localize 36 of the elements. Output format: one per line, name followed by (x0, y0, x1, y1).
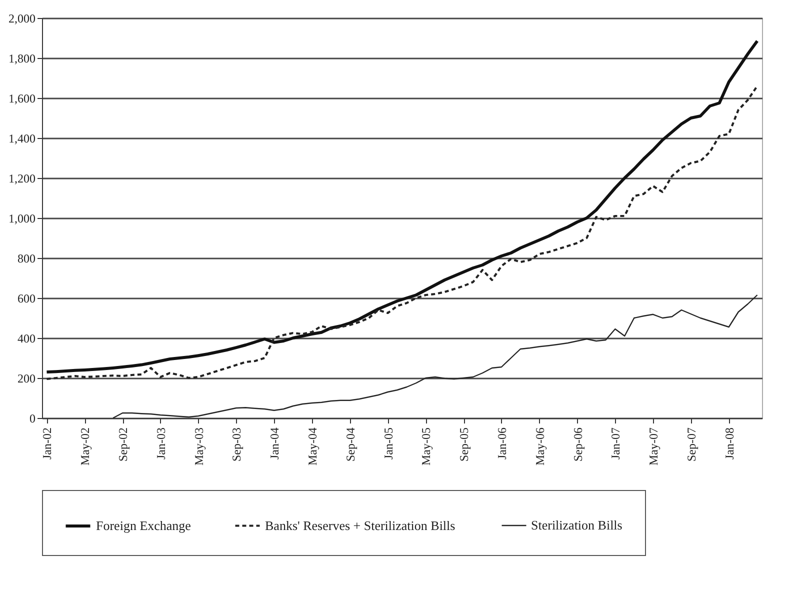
x-tick-label: Sep-02 (116, 428, 130, 462)
x-tick-label: May-04 (306, 428, 320, 466)
x-tick-label: May-03 (192, 428, 206, 466)
y-tick-label: 1,600 (8, 92, 36, 106)
y-tick-label: 1,200 (8, 172, 36, 186)
y-tick-label: 200 (18, 372, 36, 386)
y-tick-label: 2,000 (8, 12, 36, 26)
x-tick-label: May-07 (646, 428, 661, 466)
y-tick-label: 1,400 (8, 132, 36, 146)
x-tick-label: May-06 (532, 428, 547, 466)
y-tick-label: 1,000 (8, 212, 36, 226)
y-tick-label: 0 (30, 412, 36, 426)
x-tick-label: Jan-04 (268, 428, 282, 460)
x-tick-label: Sep-04 (343, 428, 358, 462)
x-tick-label: Sep-07 (684, 428, 698, 462)
line-series (46, 84, 758, 380)
y-tick-label: 600 (18, 292, 36, 306)
legend-label: Foreign Exchange (96, 518, 192, 533)
x-tick-label: Jan-05 (381, 428, 396, 460)
x-tick-label: Jan-03 (154, 428, 168, 460)
y-tick-label: 400 (18, 332, 36, 346)
y-tick-label: 1,800 (8, 52, 36, 66)
y-tick-label: 800 (18, 252, 36, 266)
x-tick-label: Jan-06 (494, 428, 509, 460)
x-tick-label: Jan-08 (722, 428, 736, 460)
line-series (112, 294, 758, 419)
x-tick-label: May-05 (419, 428, 434, 466)
line-series (45, 40, 759, 374)
x-tick-label: Sep-06 (570, 428, 585, 462)
legend-label: Sterilization Bills (531, 518, 622, 532)
x-tick-label: Jan-07 (608, 428, 623, 460)
x-tick-label: May-02 (78, 428, 92, 466)
legend-label: Banks' Reserves + Sterilization Bills (265, 518, 456, 533)
x-tick-label: Sep-05 (457, 428, 472, 462)
x-tick-label: Jan-02 (40, 428, 54, 460)
x-tick-label: Sep-03 (230, 428, 244, 462)
